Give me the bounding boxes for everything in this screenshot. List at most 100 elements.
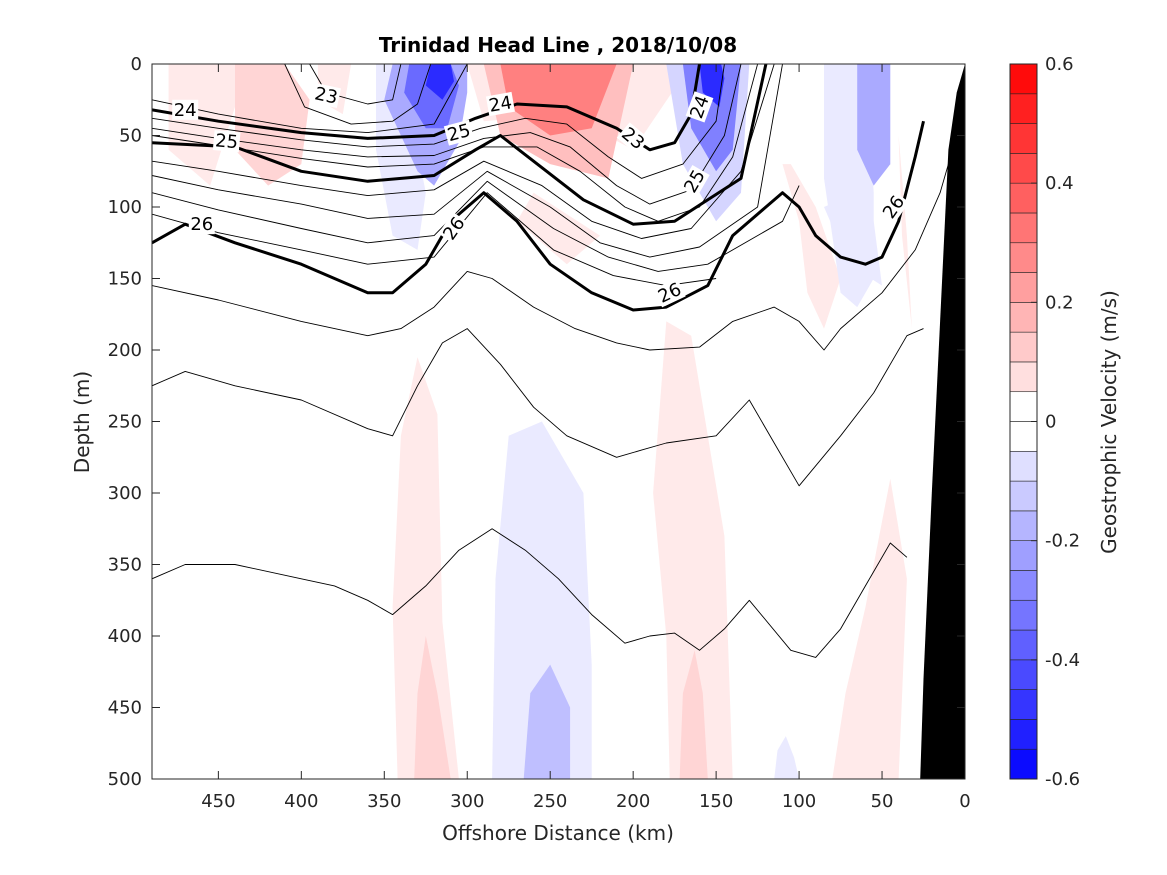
x-tick-label: 300 bbox=[450, 791, 484, 812]
contour-label: 24 bbox=[174, 100, 197, 121]
y-tick-label: 100 bbox=[108, 197, 142, 218]
x-tick-label: 450 bbox=[201, 791, 235, 812]
colorbar-tick-label: -0.6 bbox=[1045, 769, 1080, 790]
contour-label-bg bbox=[311, 82, 342, 108]
velocity-patch bbox=[425, 64, 454, 100]
velocity-patch bbox=[682, 64, 741, 172]
colorbar-band bbox=[1009, 719, 1038, 750]
velocity-patch bbox=[376, 64, 426, 250]
x-tick-label: 400 bbox=[284, 791, 318, 812]
colorbar-band bbox=[1009, 510, 1038, 541]
velocity-patch bbox=[500, 64, 617, 136]
y-tick-label: 300 bbox=[108, 483, 142, 504]
colorbar-band bbox=[1009, 272, 1038, 303]
velocity-patch bbox=[857, 64, 891, 186]
colorbar-band bbox=[1009, 212, 1038, 244]
colorbar: 0.6 0.4 0.2 0 -0.2 -0.4 -0.6 Geostrophic Veloc… bbox=[1009, 54, 1121, 790]
velocity-patch bbox=[168, 64, 252, 186]
velocity-field bbox=[168, 64, 912, 779]
colorbar-label: Geostrophic Velocity (m/s) bbox=[1097, 290, 1121, 554]
x-tick-label: 150 bbox=[699, 791, 733, 812]
contour-label-bg bbox=[172, 99, 199, 120]
velocity-patch bbox=[392, 357, 459, 779]
y-tick-label: 200 bbox=[108, 340, 142, 361]
y-tick-label: 250 bbox=[108, 412, 142, 433]
contour-label-bg bbox=[653, 278, 686, 308]
velocity-patch bbox=[679, 650, 708, 779]
colorbar-band bbox=[1009, 123, 1038, 154]
contour-label-bg bbox=[438, 212, 470, 245]
y-tick-label: 400 bbox=[108, 626, 142, 647]
colorbar-band bbox=[1009, 63, 1038, 95]
colorbar-band bbox=[1009, 540, 1038, 571]
velocity-patch bbox=[774, 736, 800, 779]
colorbar-bands bbox=[1009, 63, 1038, 780]
contour-label-bg bbox=[188, 214, 215, 235]
contour-label: 23 bbox=[313, 83, 340, 108]
isopycnal-line bbox=[284, 64, 432, 125]
contour-label-bg bbox=[616, 122, 650, 155]
velocity-patch bbox=[492, 421, 592, 779]
colorbar-band bbox=[1009, 302, 1038, 333]
y-axis: 0 50 100 150 200 250 300 350 400 450 500 bbox=[108, 54, 965, 790]
isopycnal-line bbox=[152, 180, 800, 272]
colorbar-tick-label: 0 bbox=[1045, 412, 1056, 433]
x-tick-label: 200 bbox=[616, 791, 650, 812]
x-tick-label: 350 bbox=[367, 791, 401, 812]
y-tick-label: 150 bbox=[108, 269, 142, 290]
chart-title: Trinidad Head Line , 2018/10/08 bbox=[379, 33, 737, 57]
isopycnal-line bbox=[152, 528, 908, 658]
isopycnal-line bbox=[152, 135, 958, 351]
y-tick-label: 50 bbox=[119, 126, 142, 147]
velocity-patch bbox=[523, 664, 571, 779]
contour-label-bg bbox=[685, 91, 714, 123]
contour-label-bg bbox=[443, 119, 475, 146]
isopycnal-line bbox=[152, 328, 924, 487]
isopycnal-line bbox=[152, 64, 725, 179]
y-axis-label: Depth (m) bbox=[70, 371, 94, 473]
colorbar-band bbox=[1009, 93, 1038, 124]
x-tick-label: 50 bbox=[871, 791, 894, 812]
y-tick-label: 450 bbox=[108, 698, 142, 719]
y-tick-label: 350 bbox=[108, 555, 142, 576]
isopycnal-line bbox=[152, 64, 701, 152]
x-tick-label: 0 bbox=[959, 791, 970, 812]
velocity-patch bbox=[832, 478, 907, 779]
contour-label-bg bbox=[878, 190, 910, 224]
contour-label-bg bbox=[485, 91, 515, 117]
colorbar-band bbox=[1009, 659, 1038, 690]
colorbar-band bbox=[1009, 421, 1038, 452]
seafloor-bathymetry bbox=[920, 64, 965, 779]
contour-label-bg bbox=[212, 130, 241, 153]
isopycnal-line bbox=[152, 64, 768, 226]
contour-label: 26 bbox=[190, 214, 213, 235]
colorbar-band bbox=[1009, 331, 1038, 363]
colorbar-ticks: 0.6 0.4 0.2 0 -0.2 -0.4 -0.6 bbox=[1031, 54, 1080, 790]
contour-label: 24 bbox=[487, 92, 513, 117]
velocity-patch bbox=[653, 321, 733, 779]
colorbar-band bbox=[1009, 480, 1038, 512]
isopycnal-line bbox=[152, 64, 775, 239]
x-axis: 450 400 350 300 250 200 150 100 50 0 bbox=[201, 64, 971, 812]
colorbar-band bbox=[1009, 450, 1038, 482]
colorbar-tick-label: 0.4 bbox=[1045, 173, 1074, 194]
velocity-patch bbox=[699, 64, 725, 107]
colorbar-tick-label: -0.4 bbox=[1045, 650, 1080, 671]
isopycnal-line bbox=[152, 64, 759, 222]
isopycnal-line bbox=[152, 64, 468, 134]
colorbar-tick-label: 0.2 bbox=[1045, 292, 1074, 313]
colorbar-band bbox=[1009, 182, 1038, 214]
isopycnal-line bbox=[152, 120, 925, 312]
colorbar-band bbox=[1009, 361, 1038, 393]
isopycnal-line bbox=[152, 64, 783, 258]
colorbar-band bbox=[1009, 748, 1038, 780]
colorbar-band bbox=[1009, 570, 1038, 601]
x-tick-label: 250 bbox=[533, 791, 567, 812]
colorbar-band bbox=[1009, 599, 1038, 631]
x-tick-label: 100 bbox=[782, 791, 816, 812]
colorbar-band bbox=[1009, 629, 1038, 661]
y-tick-label: 500 bbox=[108, 769, 142, 790]
contour-label: 25 bbox=[214, 130, 239, 153]
